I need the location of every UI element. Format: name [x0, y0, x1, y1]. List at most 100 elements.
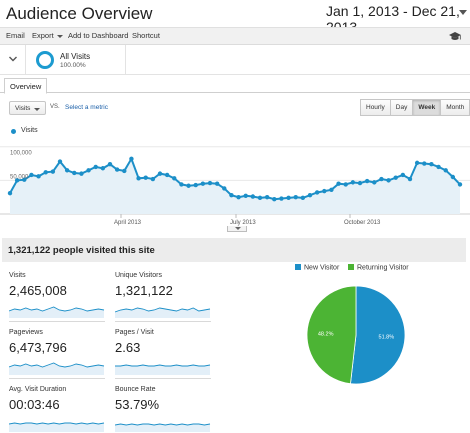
data-point[interactable] [329, 187, 334, 192]
data-point[interactable] [307, 192, 313, 198]
chart-resize-handle[interactable] [227, 226, 247, 232]
data-point[interactable] [186, 183, 191, 188]
metric-tile-bounce-rate[interactable]: Bounce Rate 53.79% [115, 386, 211, 433]
month-button[interactable]: Month [440, 99, 470, 116]
data-point[interactable] [422, 161, 427, 166]
shortcut-button[interactable]: Shortcut [132, 31, 160, 40]
data-point[interactable] [107, 162, 113, 167]
data-point[interactable] [86, 168, 91, 173]
data-point[interactable] [236, 194, 241, 200]
data-point[interactable] [157, 171, 163, 176]
data-point[interactable] [172, 176, 177, 181]
data-point[interactable] [207, 180, 213, 186]
data-point[interactable] [7, 190, 13, 196]
data-point[interactable] [93, 164, 98, 170]
data-point[interactable] [79, 171, 84, 176]
data-point[interactable] [350, 180, 356, 185]
metric-tile-pageviews[interactable]: Pageviews 6,473,796 [9, 329, 105, 379]
data-point[interactable] [314, 190, 320, 195]
data-point[interactable] [72, 170, 77, 176]
data-point[interactable] [164, 172, 170, 178]
tab-overview[interactable]: Overview [4, 78, 48, 94]
visits-line-chart[interactable]: 100,000 50,000 April 2013 July 2013 October … [0, 138, 470, 228]
data-point[interactable] [250, 194, 256, 199]
data-point[interactable] [150, 176, 156, 182]
data-point[interactable] [264, 194, 270, 200]
email-button[interactable]: Email [6, 31, 25, 40]
sparkline [115, 307, 211, 318]
data-point[interactable] [14, 178, 20, 183]
pie-legend-returning-visitor[interactable]: Returning Visitor [348, 264, 409, 272]
metric-value: 53.79% [115, 397, 160, 412]
metric-label: Unique Visitors [115, 272, 162, 279]
metric-tile-avg-visit-duration[interactable]: Avg. Visit Duration 00:03:46 [9, 386, 105, 433]
chevron-down-icon[interactable] [459, 10, 467, 15]
data-point[interactable] [436, 164, 441, 170]
data-point[interactable] [179, 182, 184, 187]
export-button[interactable]: Export [32, 31, 63, 40]
data-point[interactable] [100, 166, 106, 171]
metric-tile-pages-per-visit[interactable]: Pages / Visit 2.63 [115, 329, 211, 379]
sparkline [9, 306, 105, 318]
graduation-cap-icon[interactable] [448, 31, 462, 42]
data-point[interactable] [414, 160, 420, 166]
sparkline-fill [115, 424, 210, 432]
data-point[interactable] [143, 175, 148, 180]
data-point[interactable] [443, 168, 448, 173]
pie-legend-new-visitor[interactable]: New Visitor [295, 264, 339, 272]
data-point[interactable] [122, 168, 127, 174]
data-point[interactable] [272, 197, 277, 202]
data-point[interactable] [364, 178, 370, 184]
data-point[interactable] [357, 180, 363, 186]
segment-name[interactable]: All Visits [60, 52, 91, 61]
metric-tile-visits[interactable]: Visits 2,465,008 [9, 272, 105, 322]
data-point[interactable] [129, 156, 134, 162]
add-to-dashboard-button[interactable]: Add to Dashboard [68, 31, 129, 40]
data-point[interactable] [114, 167, 120, 172]
data-point[interactable] [257, 195, 263, 201]
summary-bar: 1,321,122 people visited this site [2, 238, 466, 262]
data-point[interactable] [243, 193, 248, 199]
data-point[interactable] [279, 196, 284, 201]
sparkline [9, 362, 105, 375]
data-point[interactable] [136, 176, 141, 181]
data-point[interactable] [36, 174, 41, 179]
data-point[interactable] [386, 178, 391, 183]
data-point[interactable] [200, 181, 206, 186]
data-point[interactable] [372, 180, 377, 185]
data-point[interactable] [343, 182, 348, 187]
data-point[interactable] [393, 175, 398, 180]
metric-tile-unique-visitors[interactable]: Unique Visitors 1,321,122 [115, 272, 211, 322]
pie-slice-returning-visitor[interactable] [306, 285, 357, 385]
data-point[interactable] [450, 174, 456, 180]
data-point[interactable] [293, 194, 298, 200]
day-button[interactable]: Day [389, 99, 414, 116]
visitor-type-pie-chart[interactable]: 51.8% 48.2% [301, 280, 411, 390]
data-point[interactable] [457, 182, 463, 187]
data-point[interactable] [57, 159, 63, 164]
data-point[interactable] [336, 181, 341, 186]
data-point[interactable] [286, 195, 291, 201]
data-point[interactable] [229, 192, 234, 198]
data-point[interactable] [64, 168, 70, 173]
segment-bar: All Visits 100.00% [0, 45, 470, 75]
week-button[interactable]: Week [412, 99, 442, 116]
data-point[interactable] [322, 188, 327, 194]
data-point[interactable] [400, 172, 406, 178]
pie-slice-new-visitor[interactable] [350, 285, 406, 385]
data-point[interactable] [193, 182, 198, 188]
data-point[interactable] [50, 169, 56, 174]
data-point[interactable] [214, 181, 220, 186]
data-point[interactable] [222, 186, 227, 191]
metric-dropdown[interactable]: Visits [9, 101, 46, 115]
hourly-button[interactable]: Hourly [360, 99, 391, 116]
data-point[interactable] [407, 176, 413, 182]
data-point[interactable] [379, 176, 384, 182]
data-point[interactable] [22, 177, 27, 182]
data-point[interactable] [300, 195, 306, 201]
chevron-down-icon[interactable] [8, 54, 18, 64]
data-point[interactable] [43, 170, 48, 175]
data-point[interactable] [429, 162, 434, 167]
data-point[interactable] [29, 172, 34, 178]
select-metric-link[interactable]: Select a metric [65, 104, 108, 111]
